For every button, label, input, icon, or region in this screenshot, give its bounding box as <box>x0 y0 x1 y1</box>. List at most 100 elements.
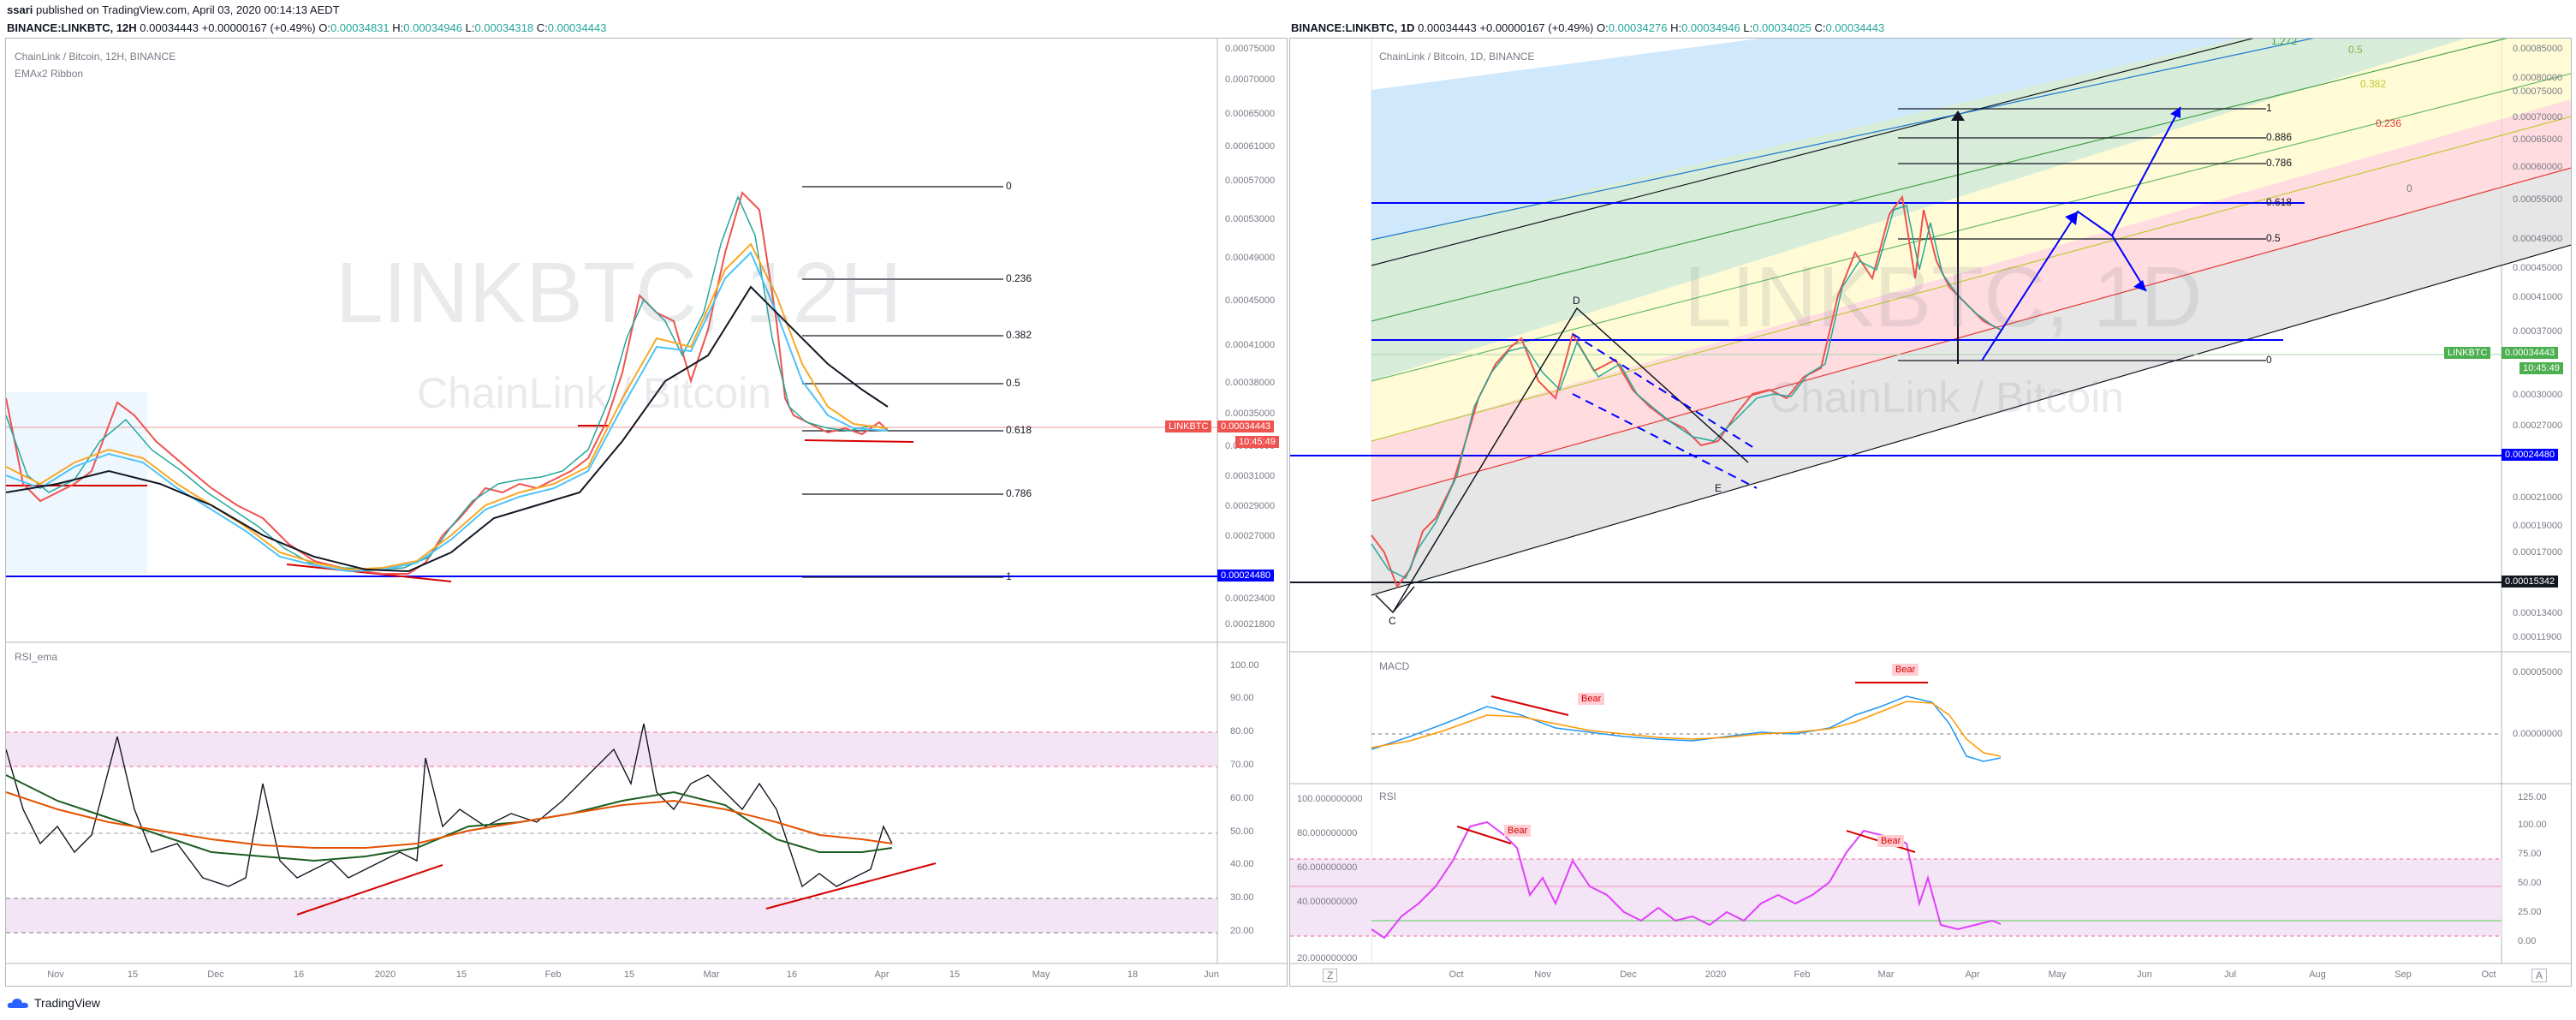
right-legend-title: ChainLink / Bitcoin, 1D, BINANCE <box>1379 51 1535 63</box>
left-c-label: C: <box>536 21 548 34</box>
right-symbol-header: BINANCE:LINKBTC, 1D 0.00034443 +0.000001… <box>1291 21 1884 34</box>
left-xtick: Jun <box>1204 969 1219 980</box>
right-rsi-ytick-left: 60.000000000 <box>1297 862 1358 873</box>
left-ytick: 0.00057000 <box>1225 176 1276 186</box>
right-scale-z-button[interactable]: Z <box>1323 969 1338 982</box>
right-ytick: 0.00055000 <box>2513 194 2563 205</box>
left-h-label: H: <box>392 21 404 34</box>
right-fib-0: 0 <box>2266 354 2272 366</box>
right-low: 0.00034025 <box>1752 21 1812 34</box>
left-rsi-ytick: 80.00 <box>1230 726 1254 737</box>
right-open: 0.00034276 <box>1608 21 1668 34</box>
left-fib-0236: 0.236 <box>1006 272 1032 284</box>
left-chart-panel[interactable]: ChainLink / Bitcoin, 12H, BINANCE EMAx2 … <box>5 38 1288 987</box>
right-xtick: Mar <box>1877 969 1895 980</box>
left-symbol[interactable]: BINANCE:LINKBTC, 12H <box>7 21 137 34</box>
right-ytick: 0.00027000 <box>2513 421 2563 431</box>
right-rsi-ytick-left: 40.000000000 <box>1297 897 1358 907</box>
left-price-label: LINKBTC <box>1165 421 1212 432</box>
left-legend-title: ChainLink / Bitcoin, 12H, BINANCE <box>15 51 176 63</box>
left-xtick: 15 <box>455 969 467 980</box>
right-ytick: 0.00019000 <box>2513 521 2563 531</box>
right-xtick: Jun <box>2137 969 2152 980</box>
right-watermark-small: ChainLink / Bitcoin <box>1770 373 2125 421</box>
right-ytick: 0.00030000 <box>2513 390 2563 400</box>
right-scale-a-button[interactable]: A <box>2531 969 2548 982</box>
left-rsi-ytick: 20.00 <box>1230 926 1254 936</box>
right-pitch-1272: 1.272 <box>2271 38 2298 47</box>
right-ytick: 0.00037000 <box>2513 326 2563 337</box>
left-watermark-small: ChainLink / Bitcoin <box>417 369 772 417</box>
right-rsi-label: RSI <box>1379 790 1397 802</box>
left-xtick: Nov <box>47 969 64 980</box>
right-fib-0886: 0.886 <box>2266 131 2293 143</box>
left-ytick: 0.00023400 <box>1225 594 1276 604</box>
left-rsi-ytick: 100.00 <box>1230 660 1259 671</box>
right-rsi-ytick: 0.00 <box>2518 936 2537 946</box>
left-close: 0.00034443 <box>547 21 607 34</box>
right-ytick: 0.00049000 <box>2513 234 2563 244</box>
left-fib-05: 0.5 <box>1006 377 1020 389</box>
right-xtick: Aug <box>2309 969 2326 980</box>
right-xtick: Nov <box>1534 969 1551 980</box>
right-rsi-ytick-left: 80.000000000 <box>1297 828 1358 838</box>
right-ytick: 0.00075000 <box>2513 86 2563 97</box>
right-ytick: 0.00045000 <box>2513 263 2563 273</box>
left-ytick: 0.00027000 <box>1225 531 1276 541</box>
right-pitch-0382: 0.382 <box>2360 78 2387 90</box>
right-rsi-ytick: 25.00 <box>2518 907 2542 917</box>
left-chart-svg <box>6 39 1287 964</box>
right-watermark-big: LINKBTC, 1D <box>1684 249 2203 345</box>
right-price-timer: 10:45:49 <box>2519 362 2563 374</box>
right-rsi-ytick: 100.00 <box>2518 820 2547 830</box>
right-rsi-ytick: 50.00 <box>2518 878 2542 888</box>
right-ytick: 0.00070000 <box>2513 112 2563 122</box>
left-xtick: Dec <box>207 969 224 980</box>
left-ytick: 0.00035000 <box>1225 409 1276 419</box>
right-pitch-0236: 0.236 <box>2376 117 2402 129</box>
right-ytick: 0.00085000 <box>2513 44 2563 54</box>
right-chart-panel[interactable]: ChainLink / Bitcoin, 1D, BINANCE LINKBTC… <box>1289 38 2572 987</box>
left-support-tag: 0.00024480 <box>1217 570 1275 582</box>
left-xtick: Feb <box>544 969 562 980</box>
left-fib-0: 0 <box>1006 180 1012 192</box>
left-ytick: 0.00041000 <box>1225 340 1276 350</box>
left-xtick: 15 <box>949 969 961 980</box>
right-pitch-0: 0 <box>2406 182 2412 194</box>
right-high: 0.00034946 <box>1681 21 1740 34</box>
right-fib-0618: 0.618 <box>2266 196 2293 208</box>
left-xtick: Mar <box>703 969 720 980</box>
left-rsi-ytick: 40.00 <box>1230 859 1254 869</box>
right-ytick: 0.00060000 <box>2513 162 2563 172</box>
left-xtick: 16 <box>293 969 305 980</box>
right-last: 0.00034443 <box>1418 21 1477 34</box>
right-rsi-bear-badge: Bear <box>1877 835 1905 847</box>
right-point-d: D <box>1573 295 1580 307</box>
right-symbol[interactable]: BINANCE:LINKBTC, 1D <box>1291 21 1415 34</box>
right-fib-1: 1 <box>2266 102 2272 114</box>
left-rsi-ytick: 50.00 <box>1230 826 1254 837</box>
publisher-user: ssari <box>7 3 33 16</box>
right-rsi-ytick-left: 20.000000000 <box>1297 953 1358 963</box>
left-rsi-ytick: 70.00 <box>1230 760 1254 770</box>
left-last: 0.00034443 <box>140 21 199 34</box>
right-macd-ytick: 0.00005000 <box>2513 667 2563 677</box>
right-ytick: 0.00021000 <box>2513 492 2563 503</box>
right-rsi-ytick-left: 100.000000000 <box>1297 794 1363 804</box>
right-chart-svg <box>1290 39 2571 964</box>
right-xtick: Oct <box>1449 969 1464 980</box>
left-low: 0.00034318 <box>474 21 534 34</box>
tradingview-logo[interactable]: TradingView <box>7 996 100 1010</box>
left-legend-indicator: EMAx2 Ribbon <box>15 68 84 80</box>
left-xtick: 15 <box>623 969 635 980</box>
right-fib-0786: 0.786 <box>2266 157 2293 169</box>
left-xtick: May <box>1032 969 1050 980</box>
right-macd-ytick: 0.00000000 <box>2513 729 2563 739</box>
right-point-c: C <box>1389 615 1396 627</box>
right-c-label: C: <box>1814 21 1826 34</box>
right-pitch-05: 0.5 <box>2348 44 2363 56</box>
left-fib-0786: 0.786 <box>1006 487 1032 499</box>
left-ytick: 0.00045000 <box>1225 295 1276 306</box>
right-ytick: 0.00065000 <box>2513 134 2563 145</box>
right-l-label: L: <box>1743 21 1753 34</box>
